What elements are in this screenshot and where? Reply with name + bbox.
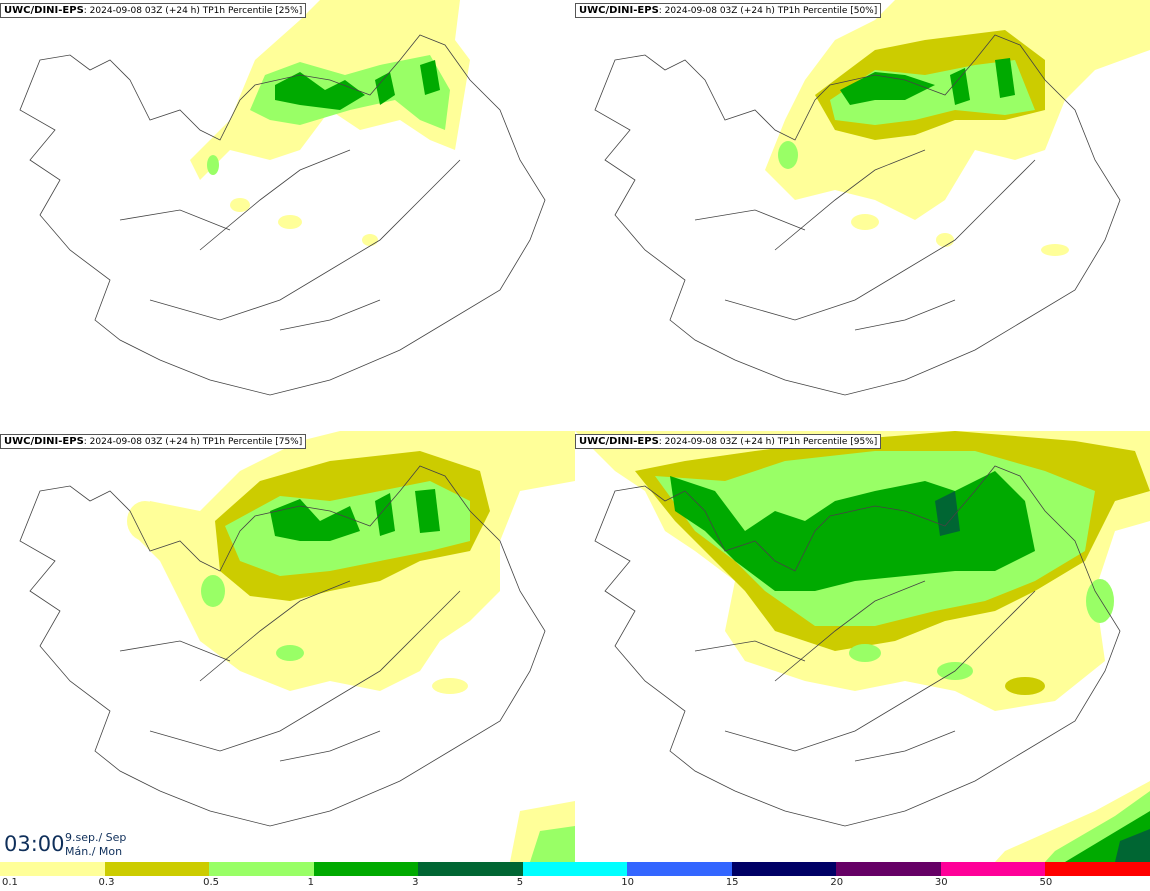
legend-label: 50 bbox=[1039, 877, 1053, 888]
map-panel-p95: UWC/DINI-EPS: 2024-09-08 03Z (+24 h) TP1… bbox=[575, 431, 1150, 862]
panel-title: UWC/DINI-EPS: 2024-09-08 03Z (+24 h) TP1… bbox=[575, 3, 882, 18]
precip-map bbox=[594, 0, 1150, 396]
legend-label: 5 bbox=[516, 877, 524, 888]
map-panel-p50: UWC/DINI-EPS: 2024-09-08 03Z (+24 h) TP1… bbox=[575, 0, 1150, 431]
legend-label: 0.3 bbox=[98, 877, 115, 888]
precip-map bbox=[575, 431, 1150, 862]
legend-swatch bbox=[418, 862, 523, 876]
legend-swatch bbox=[0, 862, 105, 876]
valid-time-box: 03:00 9.sep./ Sep Mán./ Mon bbox=[0, 826, 132, 861]
precip-overlay bbox=[765, 0, 1150, 256]
iceland-outline bbox=[594, 34, 1121, 396]
legend-swatch bbox=[104, 862, 210, 876]
legend-label: 3 bbox=[412, 877, 419, 888]
precip-map bbox=[19, 0, 546, 396]
panel-title: UWC/DINI-EPS: 2024-09-08 03Z (+24 h) TP1… bbox=[0, 3, 307, 18]
valid-time-clock: 03:00 bbox=[4, 832, 65, 856]
legend-swatch bbox=[836, 862, 941, 876]
legend-label: 0.5 bbox=[203, 877, 219, 888]
precip-overlay bbox=[127, 431, 575, 862]
iceland-outline bbox=[594, 465, 1121, 827]
precip-overlay bbox=[190, 0, 470, 246]
legend-label: 15 bbox=[725, 877, 739, 888]
legend-swatch bbox=[313, 862, 419, 876]
precip-map bbox=[19, 431, 575, 862]
legend-swatch bbox=[1045, 862, 1150, 876]
panel-title: UWC/DINI-EPS: 2024-09-08 03Z (+24 h) TP1… bbox=[0, 434, 307, 449]
legend-swatch bbox=[627, 862, 732, 876]
iceland-outline bbox=[19, 34, 546, 396]
legend-label: 30 bbox=[934, 877, 948, 888]
legend-label: 10 bbox=[621, 877, 634, 888]
legend-swatch bbox=[731, 862, 837, 876]
legend-label: 20 bbox=[830, 877, 844, 888]
legend-swatch bbox=[940, 862, 1046, 876]
legend-label: 0.1 bbox=[2, 877, 18, 888]
legend-swatch bbox=[209, 862, 314, 876]
map-panel-p75: UWC/DINI-EPS: 2024-09-08 03Z (+24 h) TP1… bbox=[0, 431, 575, 862]
precip-overlay bbox=[575, 431, 1150, 862]
panel-title: UWC/DINI-EPS: 2024-09-08 03Z (+24 h) TP1… bbox=[575, 434, 882, 449]
iceland-outline bbox=[19, 465, 546, 827]
map-panel-p25: UWC/DINI-EPS: 2024-09-08 03Z (+24 h) TP1… bbox=[0, 0, 575, 431]
legend-swatch bbox=[522, 862, 628, 876]
legend-label: 1 bbox=[307, 877, 314, 888]
precip-legend: 0.1 0.3 0.5 1 3 5 10 15 20 30 50 bbox=[0, 862, 1150, 891]
valid-time-date: 9.sep./ Sep Mán./ Mon bbox=[65, 831, 127, 858]
